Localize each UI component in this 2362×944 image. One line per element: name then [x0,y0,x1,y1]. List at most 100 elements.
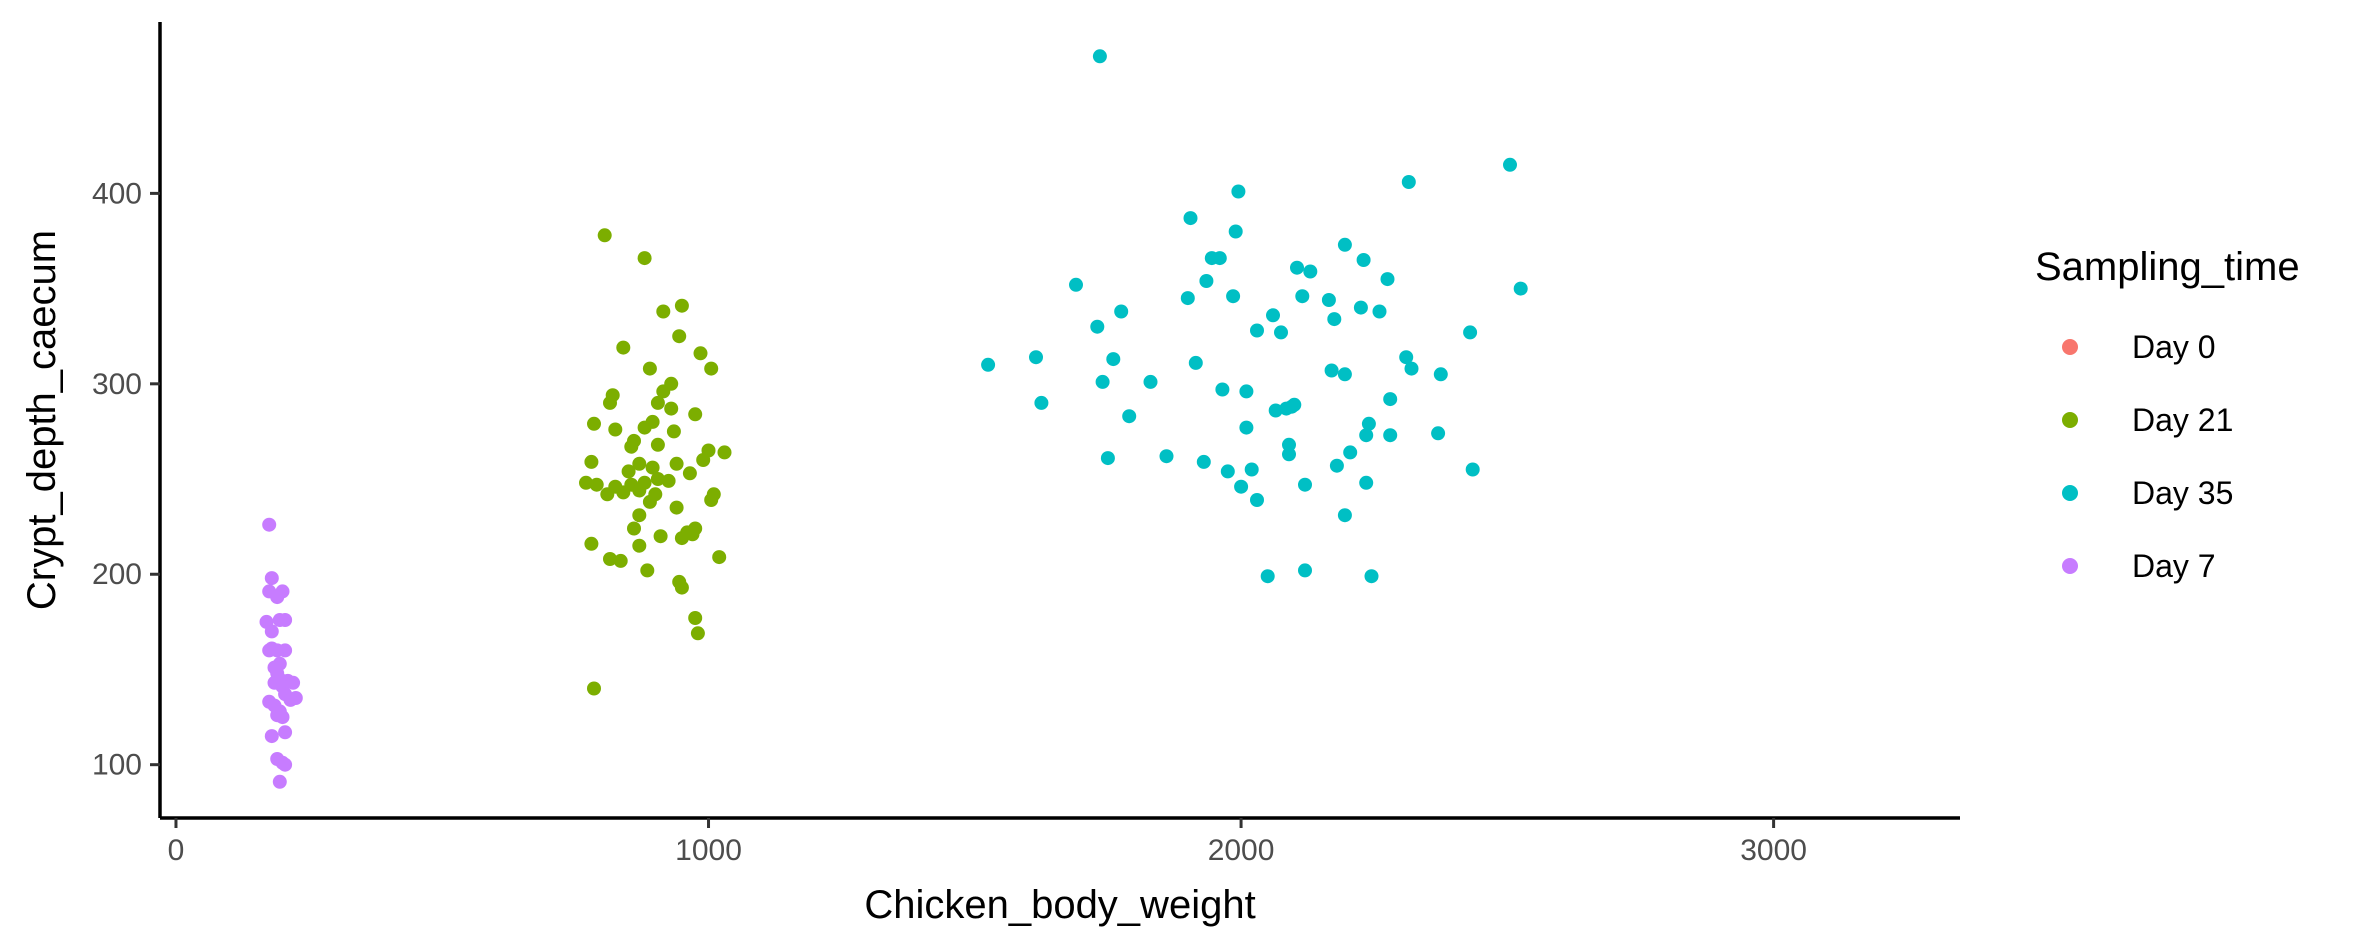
data-point-day-35 [1364,569,1379,584]
data-point-day-21 [696,453,711,467]
data-point-day-21 [632,538,647,553]
data-point-day-7 [286,675,301,690]
data-point-day-7 [283,692,298,707]
legend-key-day-7 [2062,558,2078,574]
data-point-day-35 [1353,300,1368,315]
data-point-day-35 [1433,367,1448,382]
data-point-day-21 [674,580,689,595]
data-point-day-35 [1228,224,1243,239]
data-point-day-35 [1359,475,1374,490]
data-point-day-35 [1324,363,1339,378]
data-point-day-35 [1260,569,1275,584]
data-point-day-35 [1106,352,1121,367]
data-point-day-21 [650,395,665,410]
data-point-day-35 [1380,272,1395,287]
data-point-day-21 [674,531,689,546]
data-point-day-35 [1303,264,1318,279]
data-point-day-7 [262,643,277,658]
y-axis-title: Crypt_depth_caecum [20,230,64,610]
data-point-day-35 [1399,350,1414,365]
data-point-day-7 [270,590,285,605]
data-point-day-35 [1196,454,1211,469]
data-point-day-35 [1244,462,1259,477]
legend-key-day-35 [2062,485,2078,501]
data-point-day-35 [1268,403,1283,418]
data-point-day-35 [1372,304,1387,319]
data-point-day-21 [650,472,665,486]
y-tick-label: 300 [92,368,142,401]
data-point-day-35 [1212,251,1227,266]
data-point-day-21 [640,563,655,578]
data-point-day-21 [664,401,679,416]
data-point-day-35 [1100,451,1115,466]
data-point-day-21 [584,454,599,469]
data-point-day-21 [653,529,668,544]
data-point-day-21 [579,475,593,490]
data-point-day-21 [650,437,665,452]
legend-label-day-7: Day 7 [2132,548,2216,584]
data-point-day-35 [1383,428,1398,443]
data-point-day-35 [1199,274,1214,288]
data-point-day-35 [1465,462,1480,477]
y-tick-label: 100 [92,749,142,782]
data-point-day-7 [278,757,293,772]
data-point-day-35 [1226,289,1241,304]
legend-label-day-35: Day 35 [2132,475,2233,511]
legend-key-day-21 [2062,412,2078,428]
data-point-day-7 [264,624,279,639]
data-point-day-21 [589,477,604,492]
data-point-day-35 [1503,157,1517,172]
data-point-day-35 [1183,211,1198,226]
data-point-day-21 [704,493,719,507]
x-tick-label: 3000 [1740,834,1807,867]
data-point-day-35 [1250,493,1264,507]
data-point-day-21 [645,460,660,475]
data-point-day-35 [1337,367,1352,382]
axes: 0 1000 2000 3000 100 200 300 400 [92,22,1960,867]
y-tick-label: 200 [92,558,142,591]
legend-label-day-21: Day 21 [2132,402,2233,438]
data-point-day-35 [1069,277,1083,292]
data-point-day-35 [1143,374,1158,389]
data-point-day-35 [1431,426,1446,441]
data-point-day-7 [264,729,279,744]
legend: Sampling_time Day 0 Day 21 Day 35 Day 7 [2035,245,2300,584]
data-point-day-21 [642,494,657,509]
data-point-day-35 [1215,382,1230,397]
data-point-day-35 [1095,374,1110,389]
data-point-day-21 [656,384,671,399]
data-point-day-21 [584,536,599,551]
data-point-day-21 [669,500,684,515]
data-point-day-7 [262,517,277,532]
data-point-day-35 [1284,399,1299,414]
data-point-day-35 [1231,184,1246,199]
data-point-day-21 [690,626,705,641]
data-point-day-35 [1356,253,1371,267]
data-point-day-35 [1298,477,1312,492]
x-tick-label: 0 [168,834,185,867]
data-point-day-35 [1327,312,1342,327]
data-point-day-21 [688,407,703,422]
data-point-day-21 [637,251,652,266]
data-point-day-35 [1404,361,1419,376]
data-point-day-21 [587,681,601,696]
data-point-day-21 [632,483,647,498]
y-tick-label: 400 [92,177,142,210]
data-point-day-21 [627,521,641,536]
data-point-day-35 [1239,420,1254,435]
legend-label-day-0: Day 0 [2132,329,2216,365]
data-point-day-21 [666,424,681,439]
data-point-day-35 [1513,281,1528,296]
data-point-day-35 [1463,325,1478,340]
data-point-day-21 [717,445,732,460]
data-point-day-7 [278,613,293,627]
data-point-day-21 [632,508,647,523]
data-point-day-21 [685,527,700,542]
data-point-day-21 [603,395,617,410]
data-point-day-35 [1266,308,1280,323]
data-point-day-35 [1383,392,1398,407]
data-point-day-21 [632,456,647,471]
data-point-day-35 [1122,409,1137,424]
data-point-day-35 [981,357,996,372]
